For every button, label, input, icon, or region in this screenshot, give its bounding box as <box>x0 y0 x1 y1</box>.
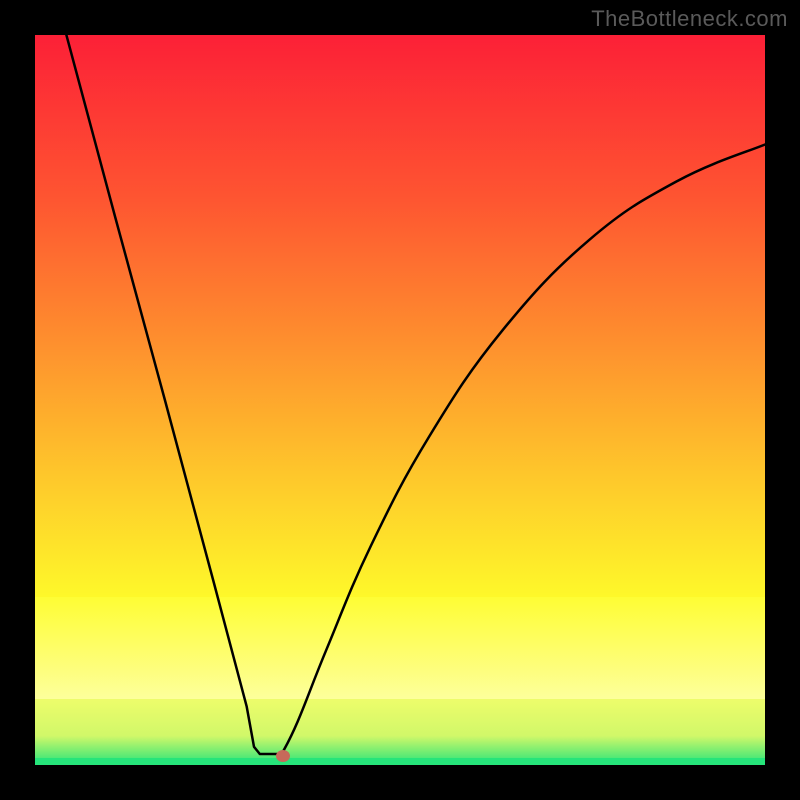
bottleneck-curve <box>35 35 765 765</box>
chart-container: TheBottleneck.com <box>0 0 800 800</box>
plot-area <box>35 35 765 765</box>
watermark-text: TheBottleneck.com <box>591 6 788 32</box>
optimal-point-marker <box>276 750 290 762</box>
curve-path <box>66 35 765 754</box>
